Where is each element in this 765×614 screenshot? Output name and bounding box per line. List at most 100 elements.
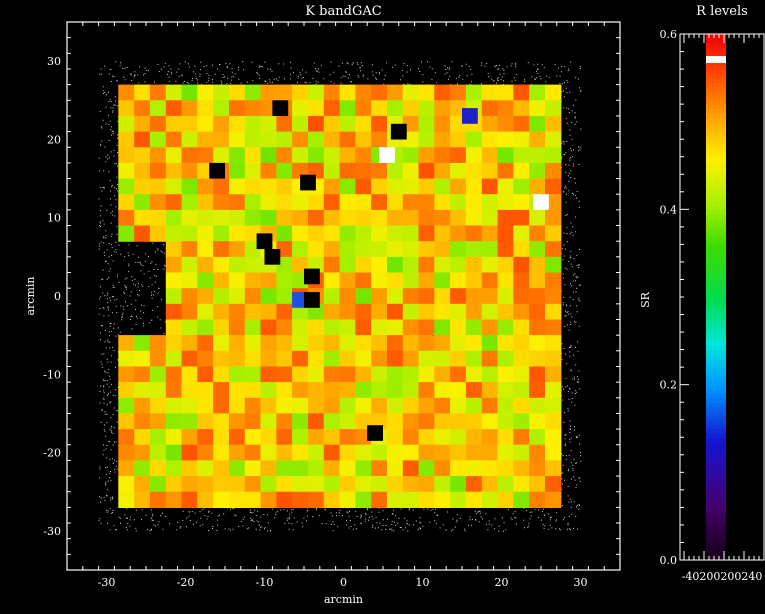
heatmap-cell: [134, 350, 151, 368]
heatmap-cell: [481, 413, 499, 430]
heatmap-cell: [371, 194, 388, 211]
heatmap-cell: [418, 319, 435, 336]
colorbar-band: [706, 165, 726, 171]
heatmap-cell: [371, 444, 388, 461]
heatmap-cell: [355, 115, 372, 133]
heatmap-cell: [149, 444, 167, 461]
heatmap-cell: [481, 476, 499, 493]
heatmap-cell: [355, 178, 372, 195]
heatmap-cell: [165, 429, 183, 446]
heatmap-cell: [434, 335, 451, 352]
heatmap-cell: [244, 366, 262, 383]
colorbar-band: [706, 459, 726, 465]
heatmap-cell: [513, 100, 530, 117]
heatmap-cell: [149, 397, 167, 415]
heatmap-cell: [229, 444, 246, 461]
heatmap-cell: [165, 131, 183, 148]
heatmap-cell: [529, 241, 546, 258]
heatmap-cell: [450, 256, 467, 274]
heatmap-cell: [513, 147, 530, 164]
heatmap-cell: [355, 194, 372, 211]
heatmap-cell: [355, 350, 372, 368]
heatmap-cell: [529, 115, 546, 133]
heatmap-cell: [134, 84, 151, 101]
heatmap-cell: [181, 84, 198, 101]
colorbar-ticks: 0.0 0.2 0.4 0.6: [660, 28, 760, 567]
heatmap-cell: [276, 460, 293, 477]
colorbar-band: [706, 204, 726, 211]
colorbar-band: [706, 428, 726, 434]
heatmap-cell: [244, 397, 262, 415]
heatmap-cell: [134, 162, 151, 180]
heatmap-cell: [244, 100, 262, 117]
heatmap-cell: [165, 288, 183, 305]
heatmap-cell: [323, 162, 341, 180]
heatmap-cell: [339, 397, 356, 415]
colorbar-band: [706, 126, 726, 132]
heatmap-cell: [134, 194, 151, 211]
heatmap-cell: [529, 429, 546, 446]
heatmap-cells: [118, 84, 562, 508]
heatmap-cell: [434, 147, 451, 164]
heatmap-cell: [497, 413, 514, 430]
colorbar-band: [706, 441, 726, 447]
heatmap-cell: [165, 350, 183, 368]
colorbar-band: [706, 117, 726, 123]
heatmap-cell: [308, 115, 325, 133]
colorbar-band: [706, 415, 726, 421]
heatmap-cell: [118, 194, 135, 211]
heatmap-cell: [434, 303, 451, 321]
heatmap-cell: [418, 100, 435, 117]
heatmap-cell: [165, 335, 183, 352]
heatmap-cell: [545, 491, 562, 508]
heatmap-cell: [371, 209, 388, 227]
heatmap-cell: [497, 319, 514, 336]
heatmap-cell: [450, 460, 467, 477]
colorbar-band: [706, 86, 726, 92]
heatmap-cell: [213, 319, 230, 336]
heatmap-cell: [213, 476, 230, 493]
heatmap-cell: [545, 382, 562, 399]
heatmap-cell: [450, 397, 467, 415]
heatmap-cell: [481, 241, 499, 258]
colorbar-band: [706, 450, 726, 456]
heatmap-cell: [213, 382, 230, 399]
heatmap-cell: [387, 225, 404, 242]
heatmap-cell: [339, 366, 356, 383]
y-tick-label: 20: [47, 133, 61, 146]
heatmap-cell: [513, 209, 530, 227]
heatmap-cell: [434, 366, 451, 383]
heatmap-cell: [529, 476, 546, 493]
heatmap-cell: [513, 335, 530, 352]
heatmap-cell: [339, 319, 356, 336]
colorbar-band: [706, 485, 726, 491]
colorbar-band: [706, 248, 726, 254]
heatmap-cell: [213, 444, 230, 461]
heatmap-cell: [229, 162, 246, 180]
heatmap-cell: [450, 444, 467, 461]
heatmap-cell: [371, 319, 388, 336]
heatmap-cell: [497, 131, 514, 148]
heatmap-cell: [292, 147, 309, 164]
heatmap-cell: [387, 491, 404, 508]
heatmap-cell: [387, 209, 404, 227]
x-tick-label: -30: [98, 576, 116, 589]
heatmap-cell: [402, 288, 420, 305]
heatmap-cell: [323, 241, 341, 258]
heatmap-cell: [418, 476, 435, 493]
heatmap-cell: [529, 350, 546, 368]
heatmap-cell: [197, 131, 214, 148]
heatmap-cell: [434, 319, 451, 336]
colorbar-band: [706, 235, 726, 241]
colorbar-band: [706, 209, 726, 215]
colorbar-band: [706, 389, 726, 395]
heatmap-cell: [418, 147, 435, 164]
colorbar-band: [706, 358, 726, 364]
heatmap-cell: [181, 272, 198, 289]
colorbar-band: [706, 91, 726, 97]
heatmap-cell: [450, 288, 467, 305]
heatmap-cell: [513, 397, 530, 415]
heatmap-cell: [149, 350, 167, 368]
heatmap-cell: [545, 194, 562, 211]
heatmap-cell: [181, 397, 198, 415]
